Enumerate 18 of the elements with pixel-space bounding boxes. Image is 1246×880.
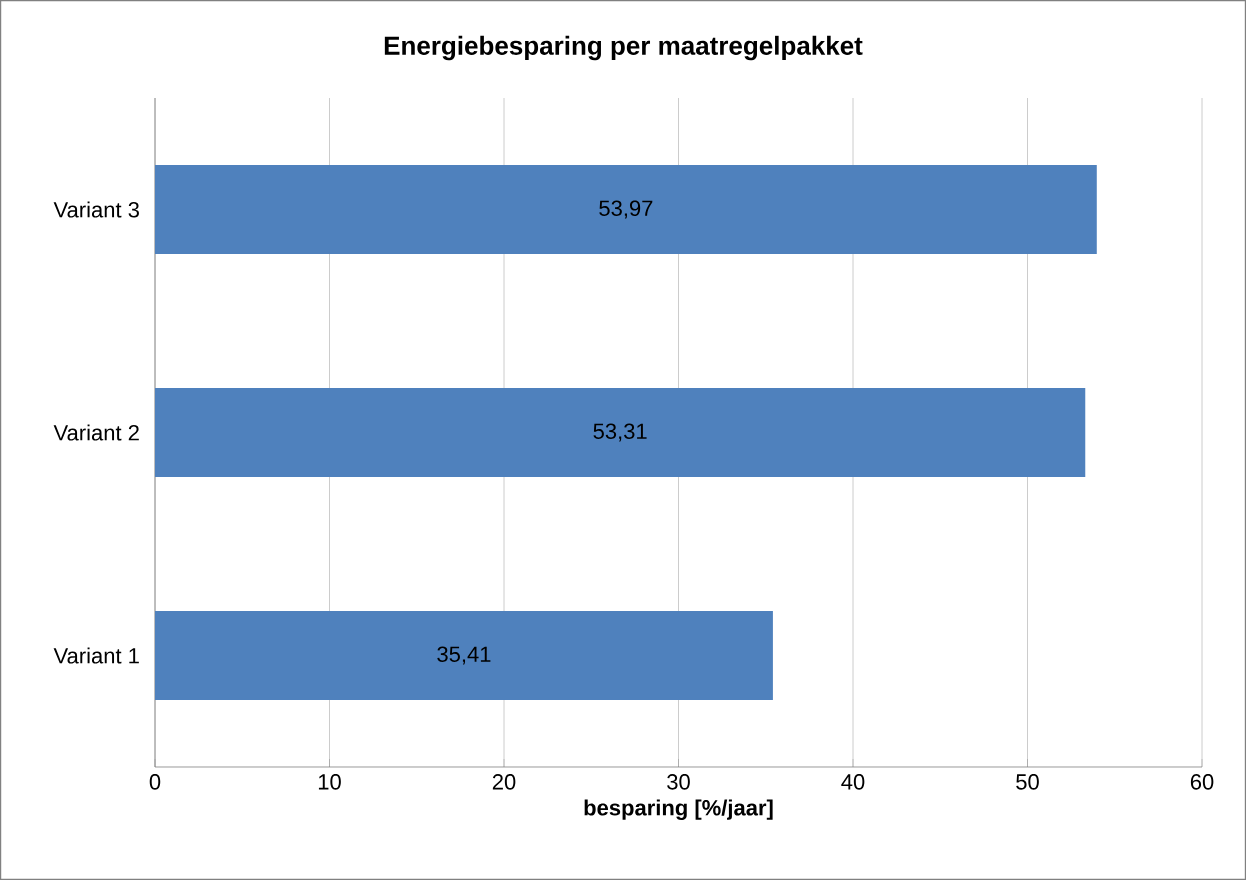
bar — [155, 164, 1097, 255]
x-tick-label: 20 — [492, 774, 516, 790]
data-label: 53,97 — [599, 200, 653, 219]
data-label: 53,31 — [593, 423, 647, 442]
y-tick-label: Variant 2 — [53, 424, 139, 441]
bar — [155, 610, 773, 701]
y-tick-label: Variant 3 — [53, 201, 139, 218]
y-tick-label: Variant 1 — [53, 647, 139, 664]
x-tick-label: 60 — [1190, 774, 1214, 790]
x-axis-title: besparing [%/jaar] — [584, 799, 773, 820]
x-tick-label: 0 — [149, 774, 161, 790]
x-tick-label: 40 — [841, 774, 865, 790]
data-label: 35,41 — [437, 646, 491, 665]
chart-title: Energiebesparing per maatregelpakket — [384, 35, 863, 61]
x-tick-label: 50 — [1016, 774, 1039, 790]
bar — [155, 387, 1086, 478]
x-tick-label: 30 — [667, 774, 690, 790]
x-tick-label: 10 — [318, 774, 341, 790]
